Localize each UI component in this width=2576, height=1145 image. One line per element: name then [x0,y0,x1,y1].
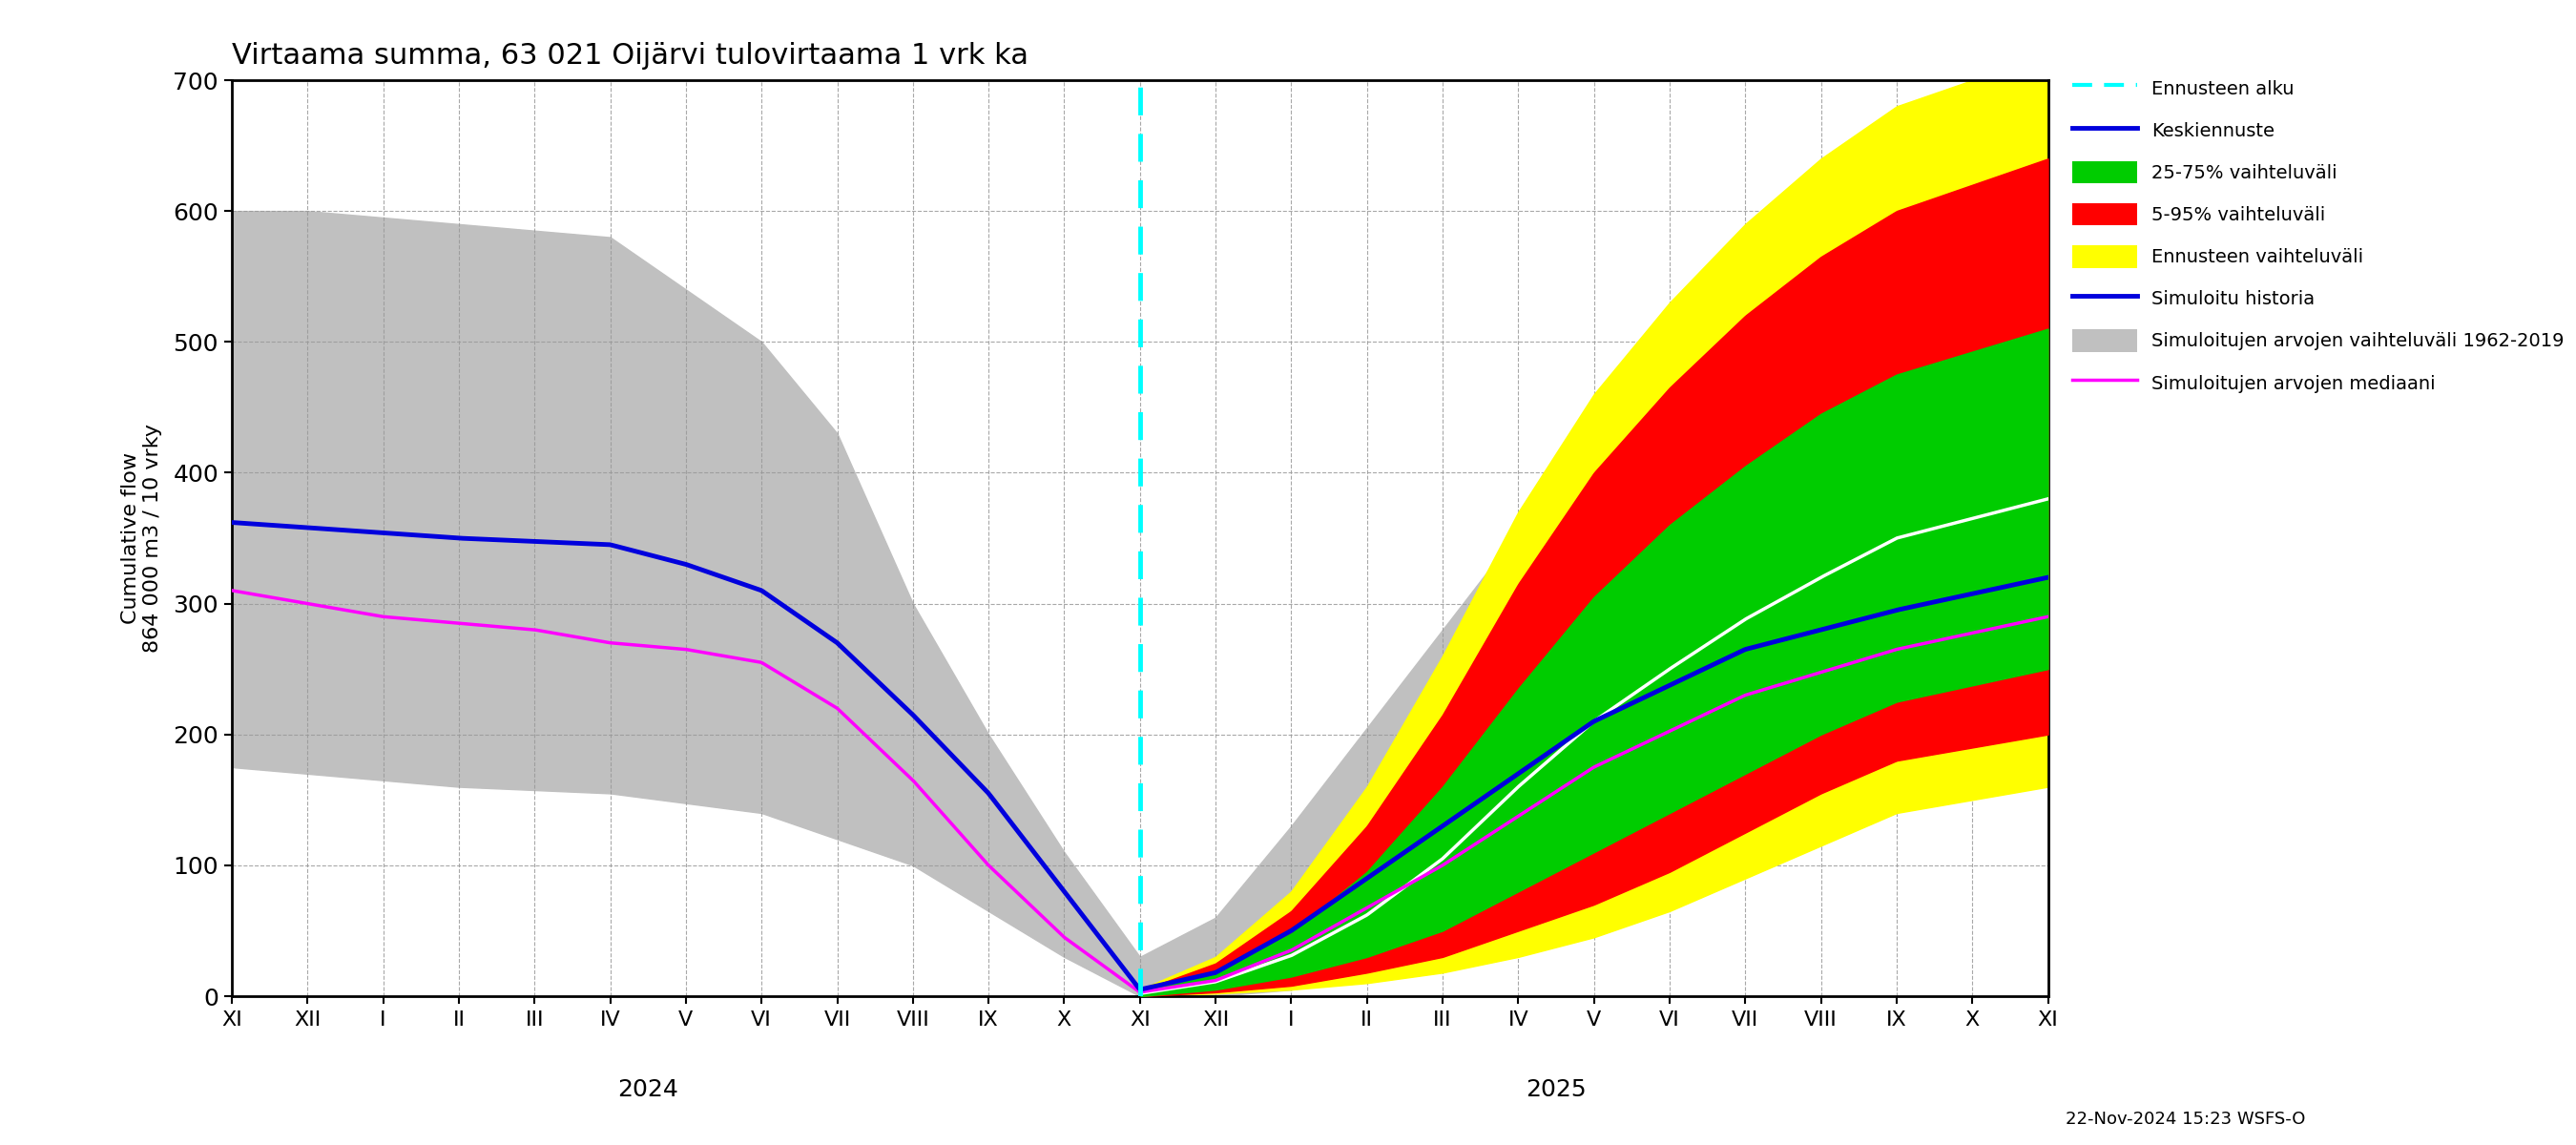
Y-axis label: Cumulative flow
864 000 m3 / 10 vrky: Cumulative flow 864 000 m3 / 10 vrky [121,424,162,653]
Text: 2024: 2024 [618,1079,677,1101]
Text: 22-Nov-2024 15:23 WSFS-O: 22-Nov-2024 15:23 WSFS-O [2066,1111,2306,1128]
Text: 2025: 2025 [1525,1079,1587,1101]
Text: Virtaama summa, 63 021 Oijärvi tulovirtaama 1 vrk ka: Virtaama summa, 63 021 Oijärvi tulovirta… [232,42,1028,70]
Legend: Ennusteen alku, Keskiennuste, 25-75% vaihteluväli, 5-95% vaihteluväli, Ennusteen: Ennusteen alku, Keskiennuste, 25-75% vai… [2066,71,2571,400]
